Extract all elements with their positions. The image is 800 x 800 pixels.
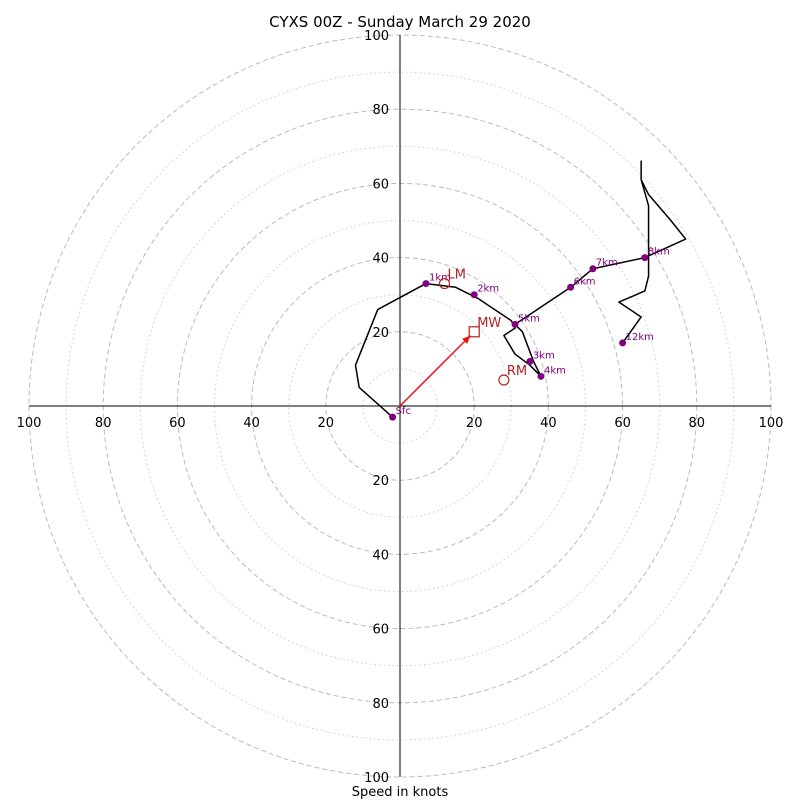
height-marker-4km — [537, 372, 545, 380]
height-marker-12km — [619, 339, 627, 347]
x-tick-pos-100: 100 — [759, 416, 784, 431]
storm-motion-marker-rm — [498, 374, 510, 386]
trace-line — [354, 160, 687, 418]
y-tick-pos-20: 20 — [372, 326, 389, 341]
mean-wind-vector — [399, 334, 472, 407]
height-label-6km: 6km — [574, 276, 596, 287]
x-axis-label: Speed in knots — [352, 785, 449, 800]
height-marker-2km — [470, 291, 478, 299]
height-label-5km: 5km — [518, 313, 540, 324]
height-label-2km: 2km — [477, 284, 499, 295]
height-marker-1km — [422, 280, 430, 288]
chart-title: CYXS 00Z - Sunday March 29 2020 — [269, 13, 531, 31]
y-tick-pos-80: 80 — [372, 103, 389, 118]
x-tick-neg-40: 40 — [243, 416, 260, 431]
height-marker-7km — [589, 265, 597, 273]
storm-motion-label-rm: RM — [507, 364, 527, 379]
storm-motion-label-mw: MW — [477, 316, 501, 331]
y-tick-neg-40: 40 — [372, 548, 389, 563]
height-marker-8km — [641, 254, 649, 262]
x-tick-neg-60: 60 — [169, 416, 186, 431]
x-tick-pos-60: 60 — [614, 416, 631, 431]
height-marker-5km — [511, 320, 519, 328]
y-tick-pos-100: 100 — [364, 29, 389, 44]
y-tick-pos-60: 60 — [372, 177, 389, 192]
height-marker-sfc — [389, 413, 397, 421]
y-tick-neg-80: 80 — [372, 697, 389, 712]
x-tick-pos-40: 40 — [540, 416, 557, 431]
y-tick-pos-40: 40 — [372, 252, 389, 267]
storm-motion-marker-mw — [468, 326, 480, 338]
tick-labels: 20 20 20 20 40 40 40 40 60 60 60 60 80 80 80 80 100 100 10… — [17, 29, 784, 786]
x-tick-pos-80: 80 — [689, 416, 706, 431]
y-tick-neg-100: 100 — [364, 771, 389, 786]
height-label-8km: 8km — [648, 247, 670, 258]
storm-motion-label-lm: LM — [448, 268, 466, 283]
vector-arrowhead — [462, 335, 471, 344]
height-label-12km: 12km — [626, 332, 654, 343]
y-tick-neg-60: 60 — [372, 623, 389, 638]
hodograph-trace — [354, 160, 687, 418]
x-tick-neg-20: 20 — [318, 416, 335, 431]
height-label-7km: 7km — [596, 258, 618, 269]
x-tick-pos-20: 20 — [466, 416, 483, 431]
height-label-1km: 1km — [429, 273, 451, 284]
vector-shaft — [399, 334, 472, 407]
height-label-sfc: Sfc — [396, 406, 411, 417]
storm-motions: LM MW RM — [438, 268, 527, 386]
height-label-4km: 4km — [544, 365, 566, 376]
height-marker-6km — [567, 283, 575, 291]
height-label-3km: 3km — [533, 350, 555, 361]
x-tick-neg-100: 100 — [17, 416, 42, 431]
height-marker-3km — [526, 357, 534, 365]
x-tick-neg-80: 80 — [95, 416, 112, 431]
y-tick-neg-20: 20 — [372, 474, 389, 489]
storm-motion-marker-lm — [438, 277, 451, 290]
